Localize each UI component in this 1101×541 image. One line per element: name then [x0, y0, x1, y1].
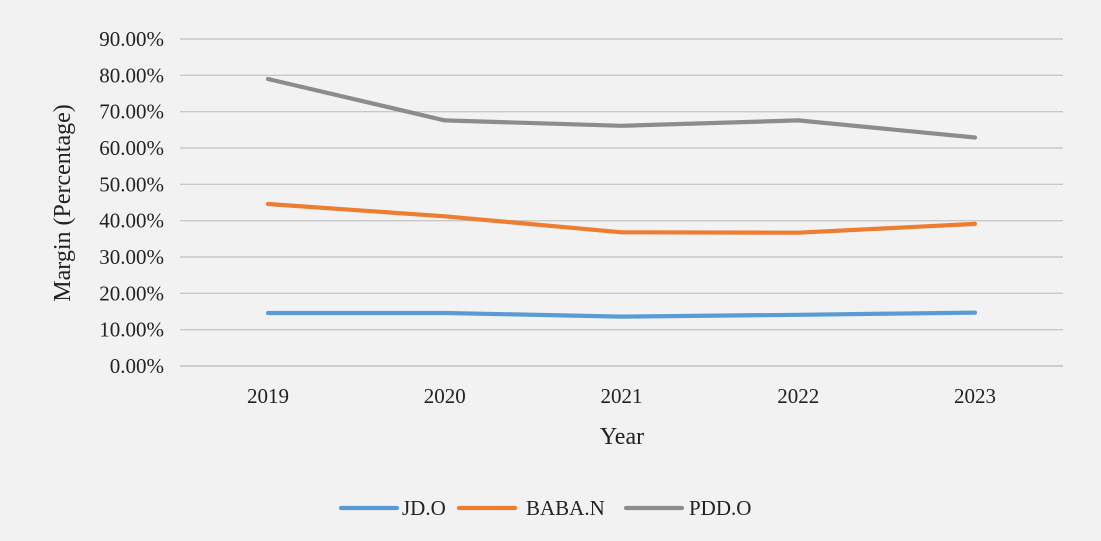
legend: JD.O BABA.N PDD.O — [338, 496, 751, 520]
series-lines — [265, 76, 978, 319]
gridlines — [180, 38, 1063, 367]
y-tick-label: 30.00% — [99, 245, 164, 269]
y-tick-label: 60.00% — [99, 136, 164, 160]
y-axis-title: Margin (Percentage) — [50, 104, 76, 301]
x-axis-tick-labels: 2019 2020 2021 2022 2023 — [247, 384, 996, 408]
x-tick-label: 2021 — [601, 384, 643, 408]
y-tick-label: 90.00% — [99, 27, 164, 51]
y-tick-label: 20.00% — [99, 281, 164, 305]
y-tick-label: 50.00% — [99, 172, 164, 196]
legend-label: PDD.O — [689, 496, 751, 520]
y-tick-label: 70.00% — [99, 100, 164, 124]
y-axis-tick-labels: 0.00% 10.00% 20.00% 30.00% 40.00% 50.00% 60.00… — [99, 27, 164, 378]
y-tick-label: 40.00% — [99, 209, 164, 233]
legend-label: JD.O — [402, 496, 446, 520]
x-axis-title: Year — [600, 424, 644, 450]
x-tick-label: 2019 — [247, 384, 289, 408]
y-tick-label: 10.00% — [99, 318, 164, 342]
y-tick-label: 0.00% — [110, 354, 164, 378]
x-tick-label: 2023 — [954, 384, 996, 408]
legend-label: BABA.N — [526, 496, 605, 520]
x-tick-label: 2020 — [424, 384, 466, 408]
x-tick-label: 2022 — [777, 384, 819, 408]
y-tick-label: 80.00% — [99, 63, 164, 87]
